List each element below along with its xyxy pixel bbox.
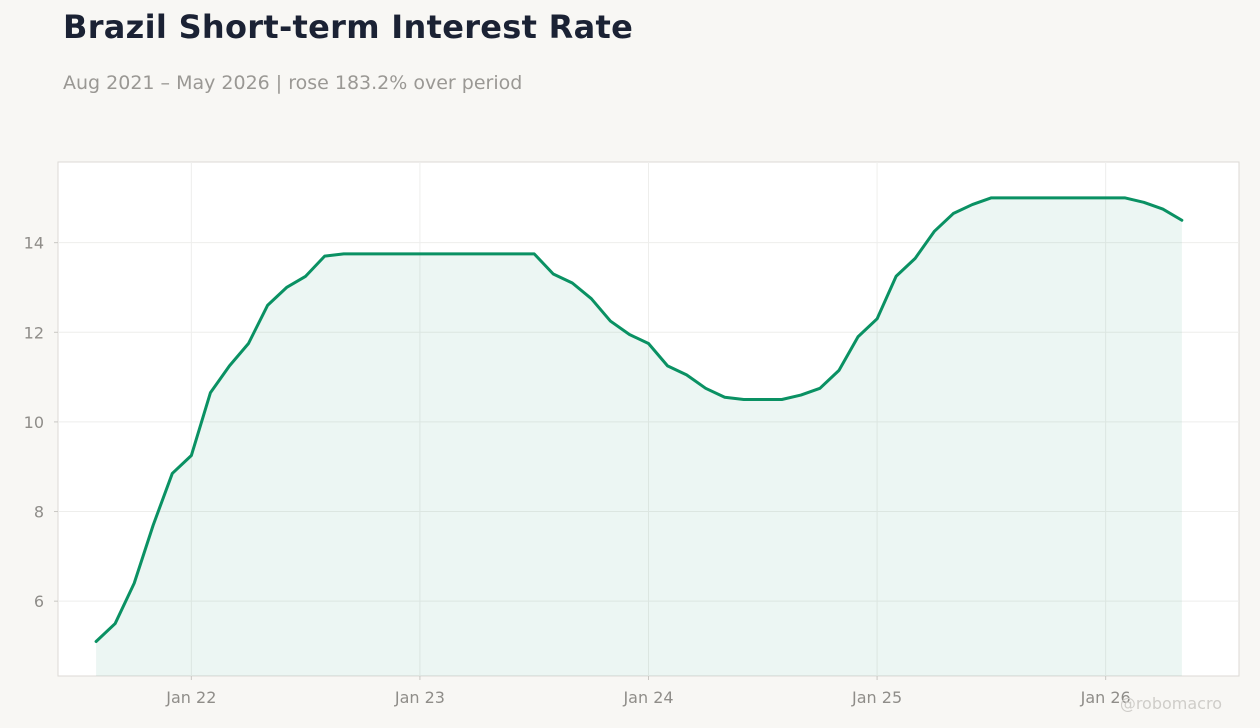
data-point xyxy=(342,252,345,255)
data-point xyxy=(780,398,783,401)
y-tick-label: 14 xyxy=(24,234,44,253)
x-tick-label: Jan 26 xyxy=(1080,688,1131,707)
chart-title: Brazil Short-term Interest Rate xyxy=(63,8,634,46)
data-point xyxy=(209,391,212,394)
data-point xyxy=(266,304,269,307)
data-point xyxy=(1047,196,1050,199)
data-point xyxy=(742,398,745,401)
data-point xyxy=(1009,196,1012,199)
data-point xyxy=(914,257,917,260)
data-point xyxy=(361,252,364,255)
data-point xyxy=(1066,196,1069,199)
data-point xyxy=(533,252,536,255)
x-tick-label: Jan 25 xyxy=(851,688,902,707)
data-point xyxy=(247,342,250,345)
data-point xyxy=(514,252,517,255)
data-point xyxy=(647,342,650,345)
data-point xyxy=(628,333,631,336)
data-point xyxy=(609,320,612,323)
x-tick-label: Jan 22 xyxy=(165,688,216,707)
x-tick-label: Jan 23 xyxy=(394,688,445,707)
data-point xyxy=(1161,208,1164,211)
series-line xyxy=(94,196,1184,643)
data-point xyxy=(418,252,421,255)
data-point xyxy=(304,275,307,278)
y-tick-label: 6 xyxy=(34,592,44,611)
data-point xyxy=(380,252,383,255)
data-point xyxy=(323,255,326,258)
x-axis: Jan 22 Jan 23 Jan 24 Jan 25 Jan 26 xyxy=(165,676,1131,707)
data-point xyxy=(704,387,707,390)
data-point xyxy=(228,364,231,367)
data-point xyxy=(1104,196,1107,199)
data-point xyxy=(476,252,479,255)
data-point xyxy=(876,317,879,320)
data-point xyxy=(818,387,821,390)
data-point xyxy=(399,252,402,255)
data-point xyxy=(837,369,840,372)
data-point xyxy=(114,622,117,625)
data-point xyxy=(457,252,460,255)
grid-lines xyxy=(58,162,1239,676)
y-tick-label: 10 xyxy=(24,413,44,432)
data-point xyxy=(761,398,764,401)
data-point xyxy=(133,582,136,585)
data-point xyxy=(1142,201,1145,204)
x-tick-label: Jan 24 xyxy=(622,688,673,707)
data-point xyxy=(723,396,726,399)
data-point xyxy=(171,472,174,475)
data-point xyxy=(590,297,593,300)
data-point xyxy=(857,335,860,338)
data-point xyxy=(437,252,440,255)
data-point xyxy=(190,454,193,457)
data-point xyxy=(933,230,936,233)
y-tick-label: 8 xyxy=(34,503,44,522)
data-point xyxy=(95,640,98,643)
chart-subtitle: Aug 2021 – May 2026 | rose 183.2% over p… xyxy=(63,72,523,94)
data-point xyxy=(1028,196,1031,199)
data-point xyxy=(971,203,974,206)
data-point xyxy=(895,275,898,278)
data-point xyxy=(571,281,574,284)
data-point xyxy=(1085,196,1088,199)
watermark: @robomacro xyxy=(1119,694,1222,713)
y-tick-label: 12 xyxy=(24,323,44,342)
y-axis: 6 8 10 12 14 xyxy=(24,234,58,611)
data-point xyxy=(685,373,688,376)
area-fill xyxy=(96,197,1182,676)
data-point xyxy=(799,394,802,397)
data-point xyxy=(990,196,993,199)
data-point xyxy=(952,212,955,215)
data-point xyxy=(552,273,555,276)
data-point xyxy=(1180,219,1183,222)
data-point xyxy=(495,252,498,255)
data-point xyxy=(152,523,155,526)
data-point xyxy=(1123,196,1126,199)
data-point xyxy=(285,286,288,289)
data-point xyxy=(666,364,669,367)
